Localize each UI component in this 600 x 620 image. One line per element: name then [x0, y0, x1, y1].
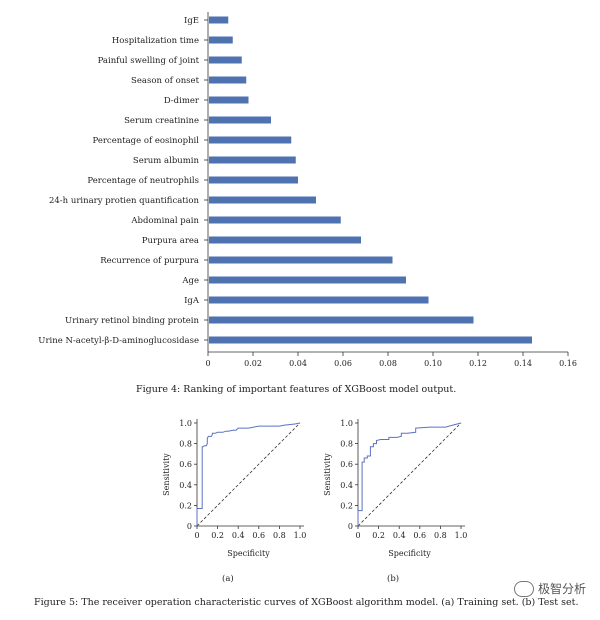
figure-4-caption: Figure 4: Ranking of important features … — [136, 384, 457, 395]
roc-curve-line — [357, 422, 462, 526]
category-label: Urine N-acetyl-β-D-aminoglucosidase — [38, 336, 199, 346]
bar — [209, 176, 298, 184]
bar — [209, 256, 393, 264]
x-tick-label: 0 — [355, 531, 360, 540]
category-label: Age — [181, 276, 199, 286]
y-axis-title: Sensitivity — [323, 453, 332, 496]
roc-curve-panel-b: 00 0.2 0.2 0.4 0.4 0.6 0.6 0.8 0.8 1.0 1.0 Specific… — [323, 419, 467, 558]
x-tick-label: 0.14 — [514, 359, 532, 368]
watermark-text: 极智分析 — [537, 582, 586, 596]
bar — [209, 56, 242, 64]
x-tick-label: 0.06 — [334, 359, 352, 368]
x-tick-label: 0.2 — [211, 531, 224, 540]
x-tick-label: 0.16 — [559, 359, 577, 368]
category-label: Percentage of neutrophils — [87, 176, 199, 186]
bar — [209, 96, 249, 104]
x-tick-label: 0.2 — [372, 531, 385, 540]
bar — [209, 236, 361, 244]
roc-curve-line — [196, 422, 301, 526]
y-axis-title: Sensitivity — [162, 453, 171, 496]
x-tick-label: 0 — [194, 531, 199, 540]
x-axis-title: Specificity — [388, 549, 431, 558]
reference-diagonal — [357, 422, 462, 527]
category-label: D-dimer — [164, 96, 200, 106]
y-tick-label: 0.8 — [179, 440, 192, 449]
bar — [209, 216, 341, 224]
x-tick-label: 1.0 — [294, 531, 307, 540]
category-label: IgE — [184, 16, 199, 26]
roc-curve-panel-a: 00 0.2 0.2 0.4 0.4 0.6 0.6 0.8 0.8 1.0 1.0 Specific… — [162, 419, 306, 558]
category-label: Hospitalization time — [112, 36, 199, 46]
bar — [209, 16, 229, 24]
wechat-icon — [513, 580, 534, 597]
bar — [209, 316, 474, 324]
x-tick-label: 0.4 — [232, 531, 245, 540]
category-label: Serum creatinine — [124, 116, 199, 126]
bar — [209, 296, 429, 304]
x-tick-label: 0.8 — [434, 531, 447, 540]
x-tick-label: 1.0 — [455, 531, 468, 540]
bar — [209, 136, 292, 144]
x-tick-label: 0.4 — [393, 531, 406, 540]
x-tick-label: 0.02 — [244, 359, 262, 368]
y-tick-label: 0.2 — [179, 501, 192, 510]
watermark: 极智分析 — [513, 580, 586, 597]
category-label: 24-h urinary protien quantification — [49, 196, 200, 206]
y-tick-label: 0.4 — [340, 481, 353, 490]
y-tick-label: 1.0 — [179, 419, 192, 428]
bar — [209, 276, 406, 284]
panel-b-label: (b) — [387, 574, 400, 584]
x-tick-label: 0.8 — [273, 531, 286, 540]
y-tick-label: 1.0 — [340, 419, 353, 428]
category-label: Purpura area — [142, 236, 199, 246]
category-label: Season of onset — [131, 76, 200, 86]
x-tick-label: 0.04 — [289, 359, 307, 368]
figure-5-caption: Figure 5: The receiver operation charact… — [34, 597, 579, 608]
category-label: Abdominal pain — [130, 216, 199, 226]
x-tick-label: 0.10 — [424, 359, 442, 368]
x-tick-label: 0.6 — [413, 531, 426, 540]
bar — [209, 156, 296, 164]
x-axis-title: Specificity — [227, 549, 270, 558]
y-tick-label: 0.6 — [179, 460, 192, 469]
y-tick-label: 0.2 — [340, 501, 353, 510]
bar — [209, 116, 271, 124]
x-tick-label: 0.08 — [379, 359, 397, 368]
category-label: Serum albumin — [133, 156, 200, 166]
category-label: Urinary retinol binding protein — [65, 316, 199, 326]
y-tick-label: 0.6 — [340, 460, 353, 469]
x-tick-label: 0 — [205, 359, 210, 368]
panel-a-label: (a) — [222, 574, 234, 584]
category-label: Recurrence of purpura — [100, 256, 199, 266]
x-tick-label: 0.6 — [252, 531, 265, 540]
feature-importance-bar-chart: IgE Hospitalization time Painful swelling … — [38, 12, 577, 368]
y-tick-label: 0.8 — [340, 440, 353, 449]
x-tick-label: 0.12 — [469, 359, 487, 368]
bar — [209, 76, 247, 84]
y-tick-label: 0.4 — [179, 481, 192, 490]
reference-diagonal — [196, 422, 301, 527]
bar — [209, 196, 316, 204]
category-label: Percentage of eosinophil — [93, 136, 200, 146]
bar — [209, 336, 532, 344]
y-tick-label: 0 — [187, 522, 192, 531]
category-label: Painful swelling of joint — [98, 56, 200, 66]
category-label: IgA — [184, 296, 200, 306]
bar — [209, 36, 233, 44]
y-tick-label: 0 — [348, 522, 353, 531]
